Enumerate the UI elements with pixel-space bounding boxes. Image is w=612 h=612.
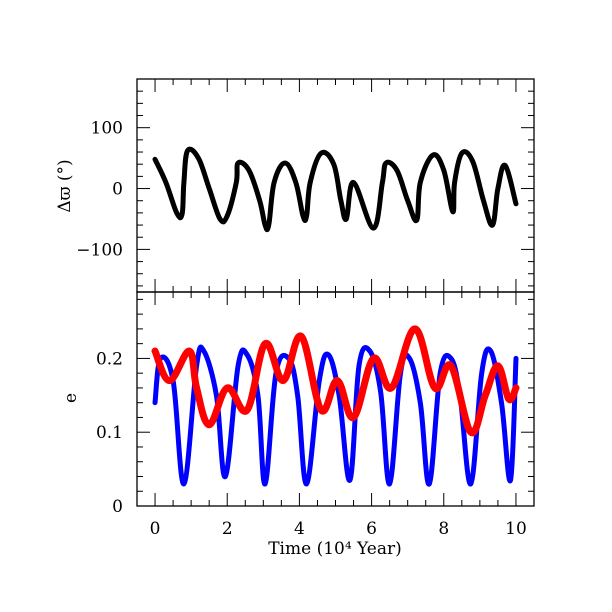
x-tick-label: 10 (505, 519, 527, 539)
top-plot-frame (136, 78, 535, 293)
x-tick-label: 6 (366, 519, 377, 539)
x-tick-label: 2 (222, 519, 233, 539)
y-tick-label: 0.2 (96, 349, 123, 369)
top-series-group (152, 146, 519, 233)
top-panel: −100 0 100 Δϖ (°) (55, 78, 535, 293)
bottom-axis-ticks: 0 0.1 0.2 0 2 4 6 8 10 (96, 292, 534, 539)
x-tick-label: 0 (150, 519, 161, 539)
top-axis-ticks: −100 0 100 (76, 78, 534, 292)
series-line-1 (151, 325, 520, 437)
x-axis-label: Time (10⁴ Year) (268, 539, 402, 559)
bottom-panel: 0 0.1 0.2 0 2 4 6 8 10 e Time (10⁴ Year) (61, 291, 535, 559)
x-tick-label: 4 (294, 519, 305, 539)
y-tick-label: −100 (76, 240, 123, 260)
y-tick-label: 0.1 (96, 423, 123, 443)
y-tick-label: 0 (112, 180, 123, 200)
bottom-series-group (151, 325, 520, 487)
top-y-axis-label: Δϖ (°) (55, 159, 75, 212)
series-line-0 (152, 146, 519, 233)
x-tick-label: 8 (438, 519, 449, 539)
y-tick-label: 0 (112, 497, 123, 517)
y-tick-label: 100 (91, 119, 123, 139)
bottom-y-axis-label: e (61, 393, 81, 403)
